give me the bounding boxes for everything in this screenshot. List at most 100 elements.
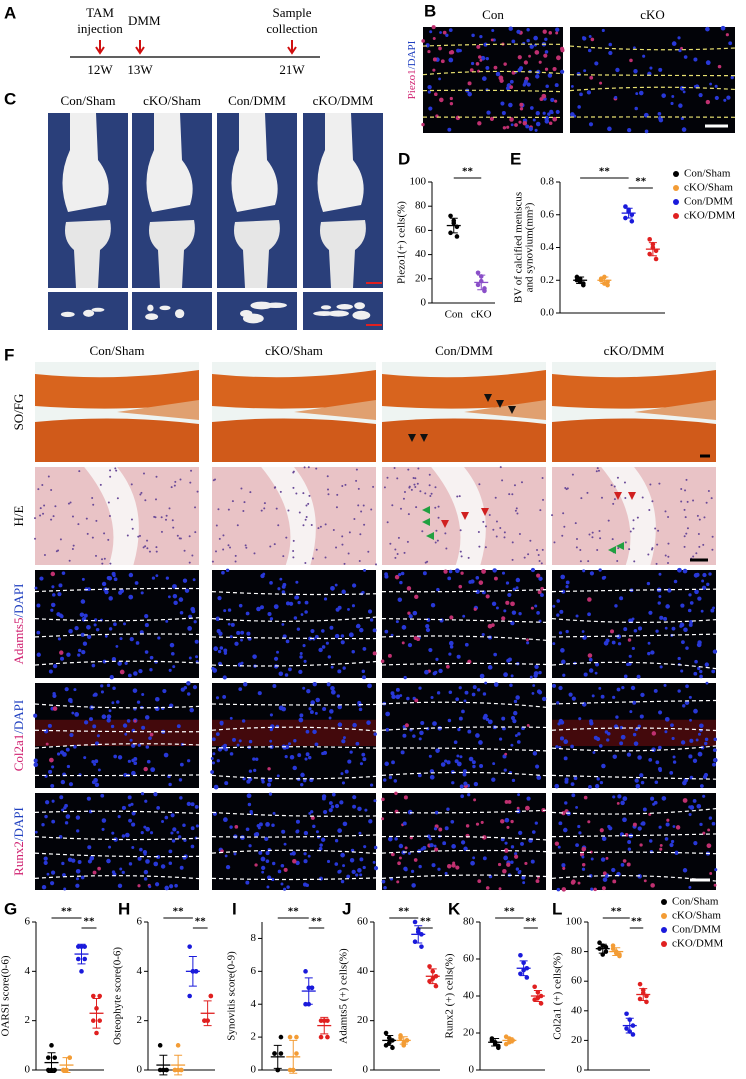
nucleus [439,618,444,623]
cell [397,536,400,539]
nucleus [297,753,302,758]
nucleus [127,795,132,800]
nucleus [654,780,659,785]
nucleus [643,879,647,883]
nucleus [373,732,377,736]
cell [396,553,399,556]
nucleus [530,859,535,864]
nucleus [334,803,340,809]
nucleus [444,759,448,763]
nucleus [269,727,274,732]
femur [146,113,193,212]
cell [324,523,327,526]
nucleus [210,757,214,760]
event-label: Sample [273,5,312,20]
nucleus [697,596,702,601]
nucleus [426,834,431,839]
nucleus [623,674,628,679]
cell [282,555,285,558]
cell [116,497,119,500]
nucleus [622,817,627,823]
nucleus [436,587,440,592]
cell [632,519,635,522]
nucleus [337,669,342,674]
point [175,1043,181,1048]
nucleus [446,760,451,765]
nucleus [252,757,256,761]
nucleus [515,695,520,700]
y-tick-label: 0.6 [540,208,554,220]
nucleus [246,793,252,799]
cell [344,483,347,486]
row-marker: Adamts5 [11,618,26,665]
nucleus [688,593,692,597]
nucleus [447,127,452,132]
nucleus [648,757,653,762]
cell [541,548,544,551]
nucleus [233,852,237,856]
nucleus [188,656,192,660]
nucleus [434,847,439,852]
nucleus [456,754,460,758]
nucleus [213,646,219,652]
nucleus [557,845,561,849]
nucleus [155,696,160,702]
nucleus [163,752,169,758]
nucleus [381,817,385,821]
y-tick-label: 6 [25,916,31,928]
nucleus [363,568,367,572]
nucleus [634,778,639,783]
nucleus [51,799,55,803]
error-bar [449,217,458,234]
cell [503,531,506,534]
nucleus [133,761,138,766]
nucleus [664,730,668,734]
nucleus [64,687,69,692]
y-tick-label: 0.8 [540,176,554,188]
cell [386,521,389,524]
nucleus [498,75,504,81]
nucleus [702,831,706,835]
nucleus [601,28,605,32]
nucleus [622,859,627,863]
nucleus [638,90,644,96]
nucleus [511,610,517,615]
nucleus [446,807,450,811]
cell [591,536,594,539]
point [475,270,481,276]
nucleus [373,866,379,871]
point [653,256,659,262]
cell [575,537,578,540]
nucleus [150,767,156,773]
cartilage [552,418,716,462]
nucleus [608,50,613,56]
y-axis-label: Runx2 (+) cells(%) [444,953,456,1038]
nucleus [503,672,508,678]
cell [240,487,243,490]
nucleus [595,662,600,667]
nucleus [359,857,364,862]
cell [459,550,462,553]
nucleus [169,884,174,889]
nucleus [140,591,144,595]
nucleus [712,649,718,654]
nucleus [107,576,113,581]
nucleus [536,573,541,578]
nucleus [581,846,587,852]
nucleus [130,802,134,806]
cell [406,540,409,543]
nucleus [295,860,300,866]
cell [359,533,362,536]
nucleus [416,637,421,642]
nucleus [525,805,530,811]
nucleus [432,671,437,676]
y-tick-label: 6 [137,916,143,928]
point [532,984,537,990]
nucleus [97,768,101,772]
nucleus [704,662,709,667]
nucleus [330,585,335,591]
nucleus [145,826,150,832]
nucleus [491,601,497,606]
nucleus [156,806,160,810]
row-label: Adamts5/DAPI [11,584,26,665]
